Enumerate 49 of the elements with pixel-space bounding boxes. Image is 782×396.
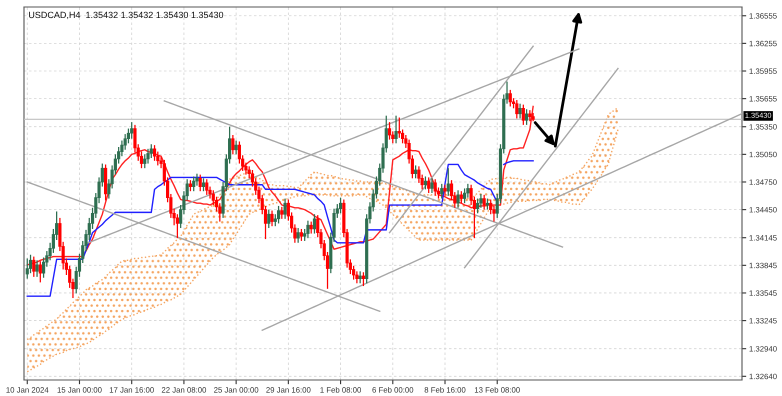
candlestick — [486, 198, 490, 210]
chart-title: USDCAD,H4 1.35432 1.35432 1.35430 1.35430 — [29, 12, 224, 20]
candlestick — [440, 183, 444, 200]
candlestick — [394, 115, 398, 144]
candlestick — [414, 164, 418, 179]
candlestick — [476, 198, 480, 214]
candlestick — [424, 176, 428, 190]
candlestick — [202, 178, 206, 192]
candlestick — [306, 220, 310, 239]
candlestick — [35, 260, 39, 278]
candlestick — [508, 89, 512, 108]
candlestick — [310, 220, 313, 234]
candlestick — [231, 134, 234, 155]
candlestick — [188, 180, 192, 192]
candlestick — [460, 190, 463, 204]
candlestick — [312, 214, 316, 234]
candlestick — [388, 122, 392, 140]
candlestick — [198, 174, 202, 192]
candlestick — [358, 270, 362, 284]
candlestick — [463, 188, 466, 204]
candlestick — [446, 168, 450, 196]
candlestick — [362, 272, 366, 287]
candlestick — [284, 198, 287, 220]
candlestick — [38, 260, 42, 283]
candlestick — [270, 210, 274, 227]
candlestick — [26, 258, 29, 280]
candlestick — [338, 197, 342, 214]
candlestick — [32, 256, 36, 278]
candlestick — [525, 108, 528, 126]
candlestick — [518, 103, 522, 120]
candlestick — [482, 194, 486, 210]
candlestick — [276, 205, 280, 224]
candlestick — [456, 190, 460, 208]
candlestick — [192, 176, 196, 192]
candlestick — [430, 178, 434, 194]
candlestick — [443, 184, 447, 196]
candlestick — [234, 140, 238, 155]
candlestick — [267, 208, 270, 229]
candlestick — [434, 178, 437, 196]
candlestick — [205, 178, 208, 196]
candlestick — [280, 206, 284, 220]
candlestick — [130, 122, 134, 140]
candlestick — [296, 227, 300, 244]
candlestick — [522, 104, 525, 126]
candlestick — [146, 148, 150, 164]
candlestick — [528, 110, 532, 122]
candlestick — [515, 99, 518, 120]
candlestick — [152, 144, 156, 162]
candlestick — [427, 176, 430, 194]
